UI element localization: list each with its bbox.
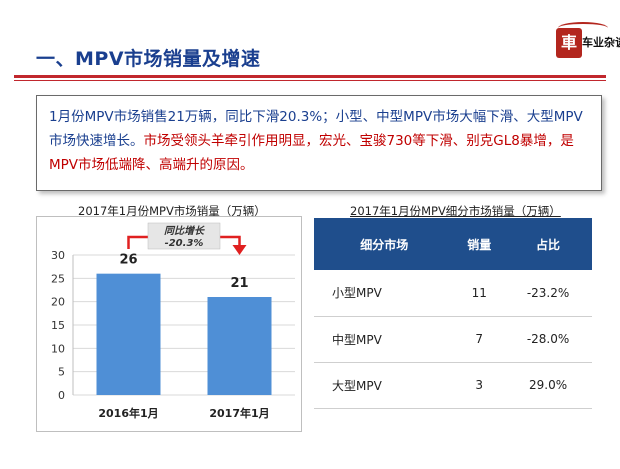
table-cell: -28.0%	[504, 316, 592, 363]
y-tick-label: 25	[51, 272, 65, 285]
table-cell: 29.0%	[504, 362, 592, 409]
table-header-row: 细分市场 销量 占比	[314, 218, 592, 270]
brand-logo: 車 车业杂谈	[554, 20, 620, 66]
title-divider-thin	[14, 80, 606, 81]
table-cell: 3	[454, 362, 505, 409]
logo-text: 车业杂谈	[582, 36, 620, 49]
y-tick-label: 10	[51, 342, 65, 355]
bar-chart-title: 2017年1月份MPV市场销量（万辆）	[78, 204, 266, 218]
x-tick-label: 2017年1月	[209, 406, 269, 420]
bar	[96, 273, 161, 395]
table-header-share: 占比	[504, 218, 592, 270]
bar	[207, 297, 272, 395]
growth-arrow-head	[232, 245, 247, 255]
y-tick-label: 15	[51, 319, 65, 332]
logo-seal: 車	[556, 28, 582, 58]
page-title: 一、MPV市场销量及增速	[36, 48, 261, 70]
table-header-sales: 销量	[454, 218, 505, 270]
table-header-segment: 细分市场	[314, 218, 455, 270]
logo-arc	[558, 22, 608, 34]
table-cell: 7	[454, 316, 505, 363]
bar-data-label: 21	[230, 276, 248, 291]
x-tick-label: 2016年1月	[98, 406, 158, 420]
bar-chart-panel: 0 5 10 15 20 25 30 26 2016年1月 21 2017年1月 同比增长 -20.3%	[36, 216, 302, 432]
table-cell: 大型MPV	[314, 362, 455, 409]
table-cell: 中型MPV	[314, 316, 455, 363]
bar-data-label: 26	[119, 253, 137, 268]
table-row: 大型MPV 3 29.0%	[314, 362, 592, 409]
y-tick-label: 20	[51, 296, 65, 309]
title-divider	[14, 75, 606, 78]
table-cell: 小型MPV	[314, 270, 455, 317]
table-cell: -23.2%	[504, 270, 592, 317]
bar-chart: 0 5 10 15 20 25 30 26 2016年1月 21 2017年1月 同比增长-20.3%	[51, 222, 295, 420]
summary-text-blue: 1月份MPV市场销售21万辆，同比下滑20.3%；小型、中型MPV市场大幅下滑、…	[49, 109, 583, 149]
table-row: 小型MPV 11 -23.2%	[314, 270, 592, 317]
y-tick-label: 0	[58, 389, 65, 402]
y-tick-label: 5	[58, 366, 65, 379]
summary-box: 1月份MPV市场销售21万辆，同比下滑20.3%；小型、中型MPV市场大幅下滑、…	[36, 95, 602, 191]
growth-annotation-box	[147, 222, 221, 250]
y-tick-label: 30	[51, 249, 65, 262]
table-title: 2017年1月份MPV细分市场销量（万辆）	[350, 204, 561, 218]
segment-sales-table: 细分市场 销量 占比 小型MPV 11 -23.2% 中型MPV 7 -28.0…	[314, 218, 592, 409]
growth-annotation-label: 同比增长	[164, 225, 205, 237]
table-cell: 11	[454, 270, 505, 317]
growth-annotation-value: -20.3%	[165, 238, 204, 249]
summary-text-red: 市场受领头羊牵引作用明显，宏光、宝骏730等下滑、别克GL8暴增，是MPV市场低…	[49, 133, 574, 173]
table-row: 中型MPV 7 -28.0%	[314, 316, 592, 363]
